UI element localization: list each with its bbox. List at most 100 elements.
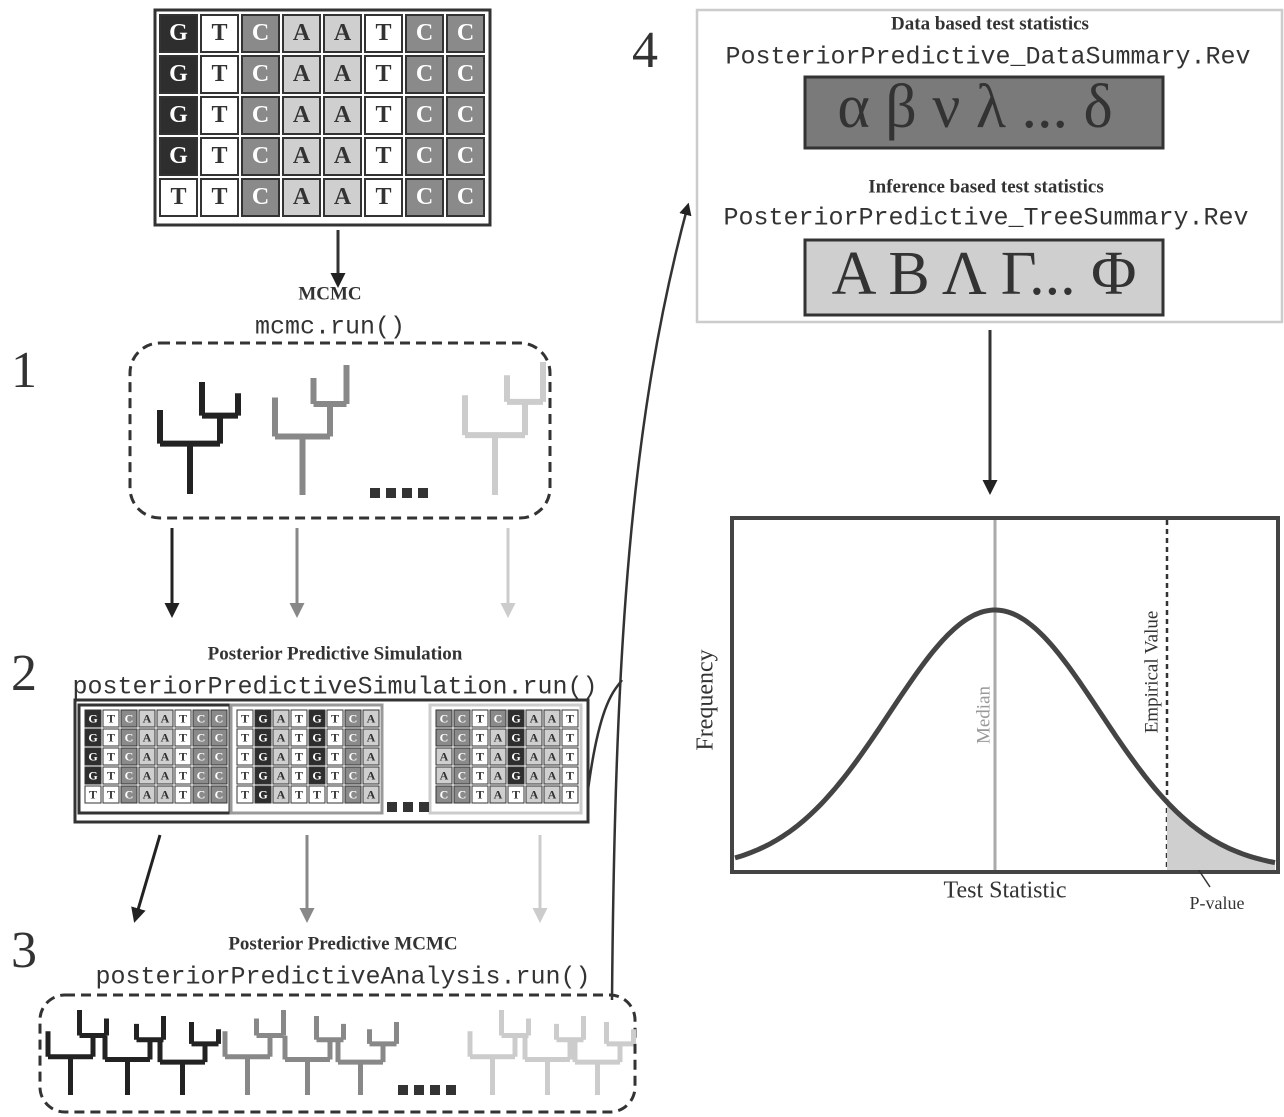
simulation-title: Posterior Predictive Simulation	[208, 643, 463, 664]
cell-letter: C	[197, 749, 206, 763]
ellipsis-dot	[402, 488, 412, 498]
cell-letter: T	[107, 730, 115, 744]
cell-letter: C	[349, 749, 358, 763]
symbols: Α Β Λ Γ... Φ	[832, 240, 1137, 308]
cell-letter: A	[161, 768, 170, 782]
plot: Median Empirical Value Frequency Test St…	[693, 518, 1279, 913]
cell-letter: G	[88, 749, 97, 763]
cell-letter: C	[416, 143, 433, 169]
cell-letter: G	[88, 768, 97, 782]
cell-letter: C	[416, 184, 433, 210]
cell-letter: C	[125, 730, 134, 744]
cell-letter: A	[143, 768, 152, 782]
cell-letter: G	[258, 768, 267, 782]
cell-letter: C	[125, 749, 134, 763]
cell-letter: C	[458, 711, 467, 725]
cell-letter: T	[476, 711, 484, 725]
cell-letter: A	[161, 730, 170, 744]
cell-letter: A	[334, 61, 352, 87]
cell-letter: C	[349, 768, 358, 782]
cell-letter: A	[367, 749, 376, 763]
cell-letter: C	[252, 61, 269, 87]
cell-letter: T	[375, 184, 391, 210]
cell-letter: T	[476, 730, 484, 744]
stat-code: PosteriorPredictive_TreeSummary.Rev	[723, 204, 1248, 233]
cell-letter: A	[334, 20, 352, 46]
cell-letter: T	[211, 143, 227, 169]
cell-letter: A	[548, 787, 557, 801]
cell-letter: C	[125, 787, 134, 801]
cell-letter: T	[179, 730, 187, 744]
cell-letter: C	[440, 711, 449, 725]
cell-letter: T	[375, 102, 391, 128]
y-label: Frequency	[693, 649, 719, 750]
cell-letter: C	[252, 20, 269, 46]
ellipsis-dot	[370, 488, 380, 498]
cell-letter: A	[494, 730, 503, 744]
cell-letter: A	[548, 749, 557, 763]
tree	[465, 362, 543, 495]
cell-letter: T	[566, 730, 574, 744]
tree	[105, 1016, 164, 1095]
cell-letter: T	[295, 730, 303, 744]
cell-letter: T	[331, 730, 339, 744]
ellipsis-dot	[414, 1085, 424, 1095]
tree	[160, 382, 238, 494]
ellipsis-dot	[430, 1085, 440, 1095]
cell-letter: T	[295, 787, 303, 801]
cell-letter: G	[88, 730, 97, 744]
cell-letter: T	[170, 184, 186, 210]
cell-letter: T	[566, 787, 574, 801]
step-number: 4	[632, 22, 658, 79]
cell-letter: C	[349, 787, 358, 801]
cell-letter: C	[125, 711, 134, 725]
cell-letter: T	[107, 787, 115, 801]
cell-letter: A	[293, 143, 311, 169]
cell-letter: A	[367, 768, 376, 782]
cell-letter: A	[161, 787, 170, 801]
cell-letter: T	[89, 787, 97, 801]
cell-letter: C	[458, 787, 467, 801]
cell-letter: G	[258, 749, 267, 763]
cell-letter: G	[169, 102, 188, 128]
tree	[470, 1010, 529, 1095]
cell-letter: A	[530, 787, 539, 801]
cell-letter: C	[416, 20, 433, 46]
cell-letter: A	[530, 768, 539, 782]
mcmc-code: mcmc.run()	[255, 313, 405, 342]
cell-letter: T	[331, 711, 339, 725]
cell-letter: T	[331, 768, 339, 782]
cell-letter: T	[107, 768, 115, 782]
cell-letter: A	[293, 61, 311, 87]
cell-letter: C	[215, 749, 224, 763]
cell-letter: C	[252, 102, 269, 128]
cell-letter: T	[179, 749, 187, 763]
cell-letter: A	[334, 102, 352, 128]
cell-letter: A	[440, 749, 449, 763]
ellipsis-dot	[387, 802, 397, 812]
cell-letter: A	[494, 768, 503, 782]
diagram: 1 2 3 4 MCMC mcmc.run() Posterior Predic…	[0, 0, 1284, 1117]
cell-letter: G	[88, 711, 97, 725]
cell-letter: A	[334, 184, 352, 210]
tree	[225, 1010, 284, 1095]
cell-letter: G	[511, 711, 520, 725]
stat-title: Inference based test statistics	[868, 176, 1104, 197]
cell-letter: C	[252, 184, 269, 210]
cell-letter: A	[494, 787, 503, 801]
cell-letter: T	[313, 787, 321, 801]
p-value-label: P-value	[1190, 893, 1245, 913]
step-number: 2	[11, 645, 37, 702]
cell-letter: A	[440, 768, 449, 782]
cell-letter: G	[258, 730, 267, 744]
x-label: Test Statistic	[944, 878, 1067, 904]
cell-letter: T	[476, 768, 484, 782]
cell-letter: C	[197, 787, 206, 801]
cell-letter: A	[367, 711, 376, 725]
cell-letter: T	[375, 61, 391, 87]
cell-letter: C	[215, 711, 224, 725]
cell-letter: T	[566, 749, 574, 763]
cell-letter: C	[457, 102, 474, 128]
step-number: 1	[11, 342, 37, 399]
analysis-title: Posterior Predictive MCMC	[228, 933, 457, 954]
